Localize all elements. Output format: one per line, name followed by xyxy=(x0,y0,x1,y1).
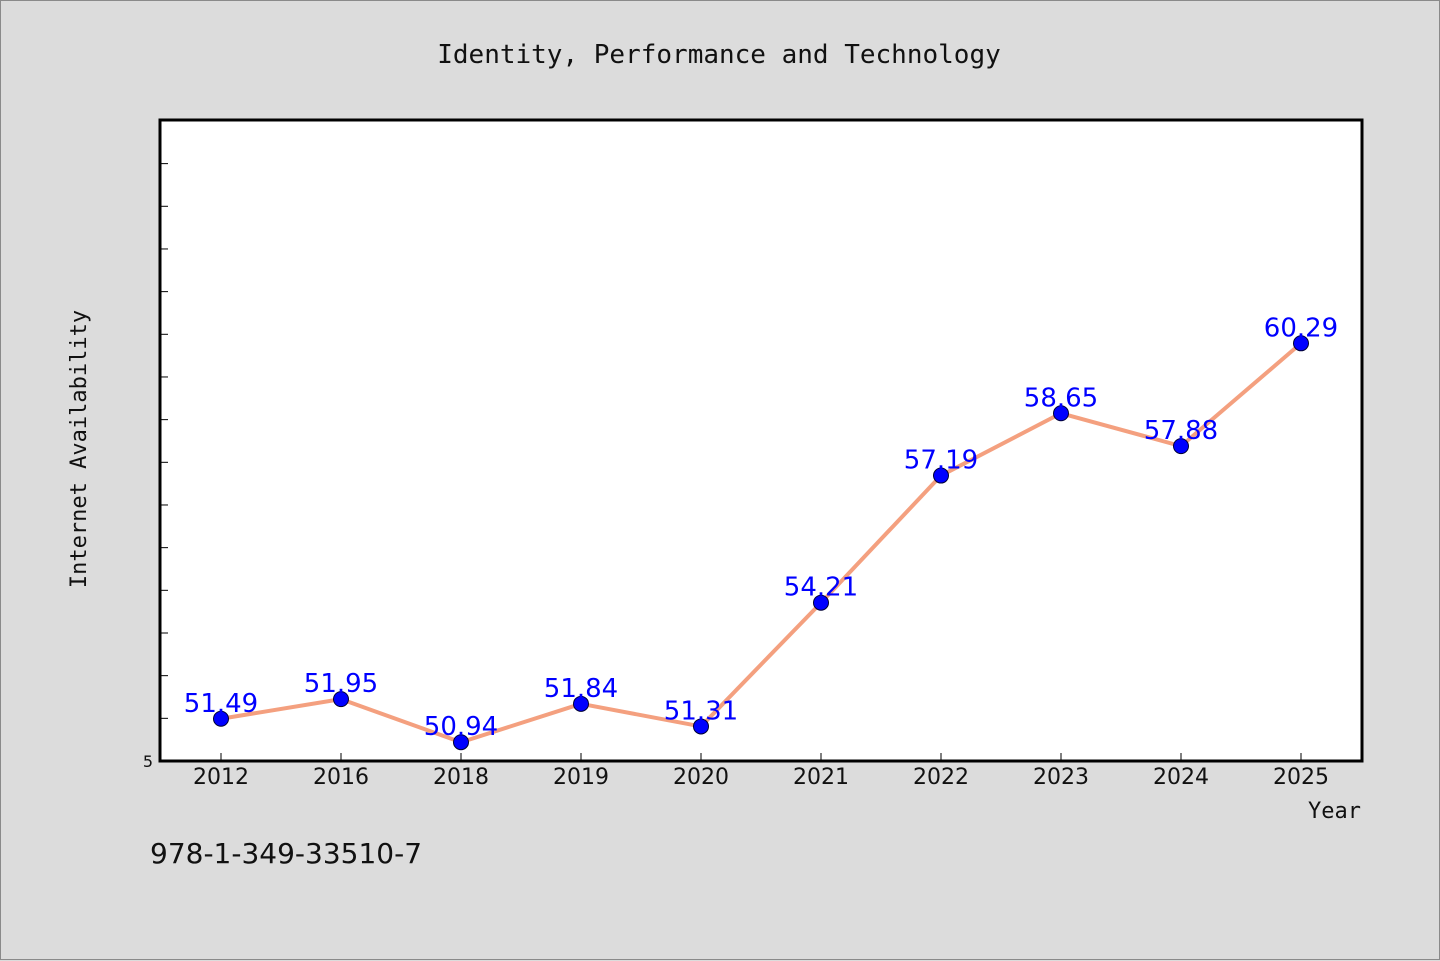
x-tick-label: 2021 xyxy=(793,765,849,790)
data-point xyxy=(1293,335,1309,352)
y-axis-ticks xyxy=(161,163,168,762)
data-point xyxy=(1173,438,1189,455)
data-labels: 51.49 51.95 50.94 51.84 51.31 54.21 57.19 58.65… xyxy=(184,313,1338,742)
data-point xyxy=(213,710,229,727)
data-label: 51.31 xyxy=(664,696,738,726)
x-tick-label: 2020 xyxy=(673,765,729,790)
x-tick-label: 2025 xyxy=(1273,765,1329,790)
isbn-label: 978-1-349-33510-7 xyxy=(150,837,422,870)
data-label: 58.65 xyxy=(1024,383,1098,413)
x-tick-label: 2012 xyxy=(193,765,249,790)
data-label: 54.21 xyxy=(784,573,858,603)
data-label: 50.94 xyxy=(424,712,498,742)
data-label: 57.19 xyxy=(904,446,978,476)
y-tick-label: 5 xyxy=(143,752,153,771)
x-tick-label: 2022 xyxy=(913,765,969,790)
y-axis-label: Internet Availability xyxy=(67,310,92,588)
x-tick-label: 2023 xyxy=(1033,765,1089,790)
data-point xyxy=(453,734,469,751)
x-tick-label: 2024 xyxy=(1153,765,1209,790)
data-point xyxy=(693,718,709,735)
x-tick-label: 2016 xyxy=(313,765,369,790)
data-label: 51.49 xyxy=(184,689,258,719)
data-point xyxy=(573,695,589,712)
data-point xyxy=(933,467,949,484)
x-axis-label: Year xyxy=(1308,799,1361,824)
data-point xyxy=(333,691,349,708)
series-line xyxy=(220,341,1303,745)
data-label: 60.29 xyxy=(1264,313,1338,343)
series-markers xyxy=(213,335,1309,751)
x-axis-tick-labels: 2012 2016 2018 2019 2020 2021 2022 2023 2024 2025 xyxy=(193,765,1329,790)
x-axis-ticks xyxy=(220,753,1302,761)
x-tick-label: 2018 xyxy=(433,765,489,790)
data-point xyxy=(813,594,829,611)
data-point xyxy=(1053,405,1069,422)
x-tick-label: 2019 xyxy=(553,765,609,790)
data-label: 57.88 xyxy=(1144,416,1218,446)
chart-title: Identity, Performance and Technology xyxy=(437,40,1001,70)
data-label: 51.84 xyxy=(544,674,618,704)
data-label: 51.95 xyxy=(304,669,378,699)
